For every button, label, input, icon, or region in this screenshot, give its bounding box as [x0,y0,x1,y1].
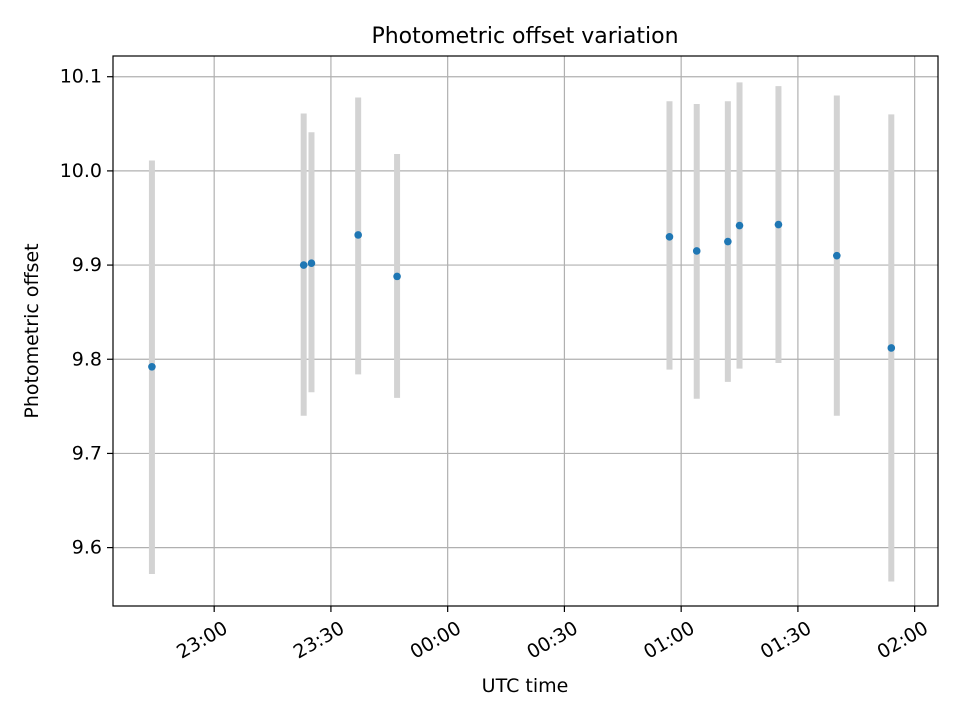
chart-title: Photometric offset variation [371,24,678,49]
y-tick-label: 9.6 [72,537,102,559]
y-tick-label: 9.9 [72,254,102,276]
y-tick-label: 9.7 [72,442,102,464]
grid-layer [113,56,938,606]
plot-frame [112,55,939,607]
data-point [354,231,362,239]
data-point [307,259,316,267]
data-point [148,362,156,371]
y-axis-label: Photometric offset [21,243,43,418]
data-point [735,221,744,230]
x-axis-label: UTC time [482,675,569,697]
y-tick-label: 10.1 [60,66,102,88]
data-point [833,251,841,260]
y-tick-label: 9.8 [72,348,102,370]
data-point [299,261,308,269]
y-tick-label: 10.0 [60,160,102,182]
point-layer [148,220,896,371]
data-point [774,220,783,229]
data-point [692,247,701,255]
data-point [393,272,401,281]
data-point [665,233,674,241]
data-point [887,344,896,352]
data-point [724,237,732,246]
